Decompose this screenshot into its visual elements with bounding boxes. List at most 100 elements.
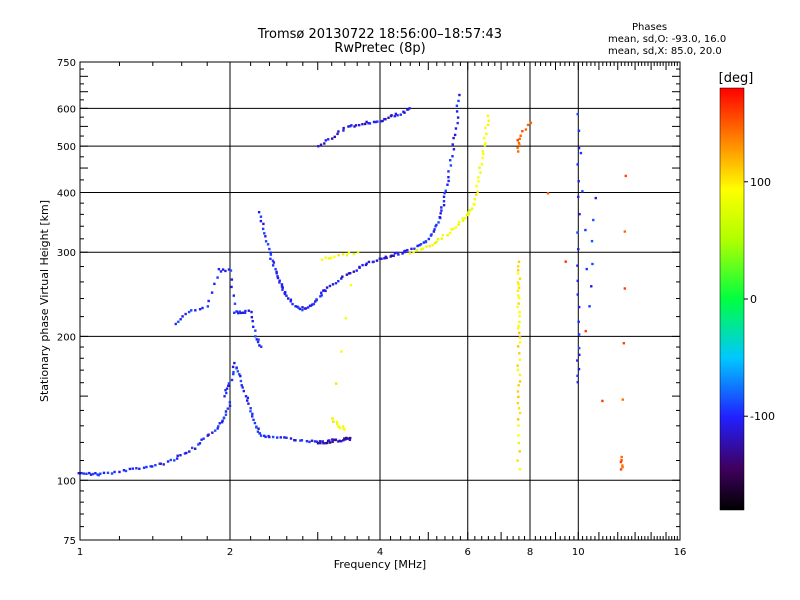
- data-point: [576, 359, 579, 362]
- data-point: [401, 252, 404, 255]
- data-point: [347, 437, 350, 440]
- data-point: [431, 243, 434, 247]
- data-point: [449, 159, 452, 162]
- colorbar-tick-label: 0: [750, 293, 757, 306]
- y-tick-label: 100: [57, 476, 76, 487]
- data-point: [363, 122, 367, 126]
- data-point: [331, 440, 334, 444]
- data-point: [564, 260, 567, 263]
- data-point: [433, 228, 436, 231]
- data-point: [228, 401, 232, 404]
- data-point: [480, 163, 484, 166]
- data-point: [275, 270, 278, 274]
- data-point: [285, 294, 288, 297]
- data-point: [297, 306, 300, 309]
- data-point: [289, 437, 293, 440]
- data-point: [250, 415, 254, 418]
- chart-title: Tromsø 20130722 18:56:00–18:57:43: [257, 27, 503, 42]
- colorbar: [719, 87, 745, 511]
- data-point: [519, 134, 522, 137]
- data-point: [190, 446, 194, 450]
- data-point: [259, 219, 263, 223]
- data-point: [286, 297, 290, 300]
- data-point: [577, 247, 580, 251]
- data-point: [518, 468, 522, 471]
- data-point: [323, 142, 326, 145]
- data-point: [576, 380, 579, 384]
- data-point: [257, 338, 260, 341]
- data-point: [487, 119, 490, 122]
- data-point: [576, 163, 579, 166]
- data-point: [518, 314, 521, 318]
- data-point: [106, 471, 110, 475]
- data-point: [183, 452, 187, 455]
- data-point: [342, 439, 345, 442]
- data-point: [486, 114, 490, 118]
- data-point: [264, 435, 267, 439]
- data-point: [340, 439, 343, 443]
- data-point: [313, 440, 317, 443]
- data-point: [577, 180, 580, 183]
- data-point: [331, 417, 334, 420]
- data-point: [328, 284, 332, 288]
- data-point: [397, 253, 400, 256]
- data-point: [468, 209, 472, 212]
- data-point: [473, 198, 477, 201]
- data-point: [240, 384, 243, 387]
- data-point: [241, 386, 244, 389]
- data-point: [579, 151, 583, 155]
- data-point: [621, 398, 624, 401]
- data-point: [433, 241, 437, 245]
- data-point: [246, 396, 250, 400]
- data-point: [517, 294, 520, 297]
- data-point: [517, 260, 521, 264]
- data-point: [257, 210, 261, 214]
- data-point: [621, 465, 624, 469]
- data-point: [406, 108, 410, 111]
- data-point: [394, 112, 398, 116]
- data-point: [577, 129, 581, 132]
- data-point: [518, 373, 522, 377]
- data-point: [442, 200, 446, 203]
- data-point: [518, 310, 521, 314]
- data-point: [266, 243, 270, 246]
- data-point: [577, 146, 581, 150]
- y-tick-label: 400: [57, 188, 76, 199]
- data-point: [332, 420, 335, 423]
- data-point: [312, 302, 316, 306]
- data-point: [435, 223, 438, 227]
- data-point: [576, 374, 579, 378]
- data-point: [239, 311, 243, 315]
- data-point: [263, 232, 266, 235]
- data-point: [154, 463, 157, 467]
- data-point: [320, 258, 324, 261]
- data-point: [390, 254, 393, 257]
- data-point: [77, 471, 80, 475]
- data-point: [456, 116, 460, 119]
- data-point: [224, 410, 228, 413]
- data-point: [387, 116, 390, 119]
- data-point: [353, 125, 356, 128]
- data-point: [80, 471, 83, 475]
- data-point: [396, 251, 399, 255]
- data-point: [250, 310, 253, 314]
- data-point: [225, 391, 228, 395]
- data-point: [223, 395, 226, 398]
- x-tick-labels: 1 2 4 6 8 10 16: [77, 547, 687, 558]
- data-point: [238, 373, 241, 376]
- data-point: [300, 439, 304, 442]
- data-point: [516, 281, 520, 284]
- data-point: [225, 387, 229, 390]
- data-point: [348, 438, 352, 442]
- data-point: [422, 241, 426, 244]
- data-point: [89, 473, 93, 476]
- data-point: [526, 123, 530, 127]
- data-point: [516, 139, 519, 142]
- data-point: [623, 230, 627, 233]
- data-point: [342, 129, 345, 132]
- data-point: [278, 279, 281, 282]
- data-point: [331, 438, 334, 441]
- data-point: [279, 436, 282, 439]
- data-point: [518, 331, 521, 335]
- data-point: [451, 143, 454, 146]
